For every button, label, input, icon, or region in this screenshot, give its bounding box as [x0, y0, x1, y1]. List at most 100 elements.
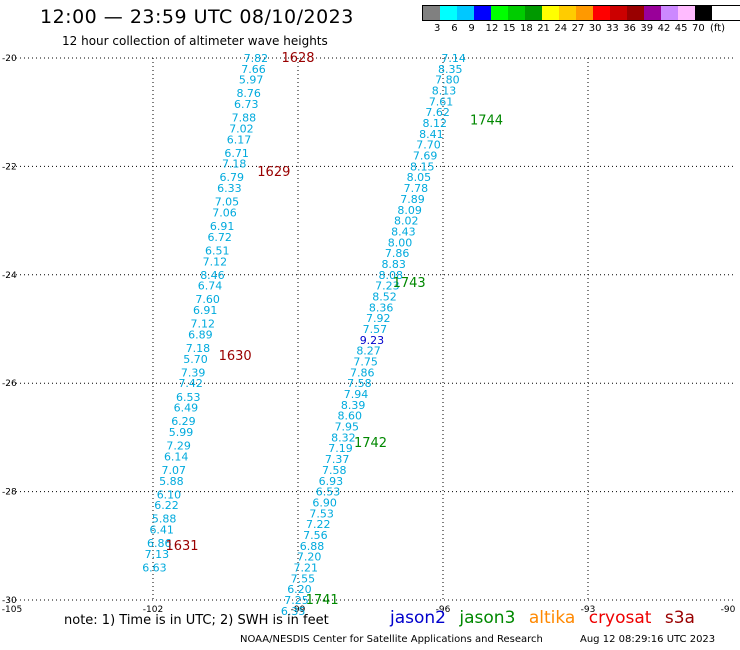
wave-height-value: 6.90 — [312, 496, 337, 509]
wave-height-value: 7.37 — [325, 453, 350, 466]
wave-height-value: 7.80 — [435, 74, 460, 87]
wave-height-value: 6.79 — [220, 171, 245, 184]
wave-height-value: 6.71 — [224, 147, 249, 160]
wave-height-value: 6.41 — [149, 524, 174, 537]
x-tick-label: -105 — [2, 605, 22, 615]
pass-time-label: 1741 — [306, 593, 339, 608]
legend-swatch — [542, 6, 559, 20]
wave-height-value: 7.94 — [344, 388, 369, 401]
wave-height-value: 8.52 — [372, 290, 397, 303]
pass-time-label: 1630 — [219, 349, 252, 364]
wave-height-value: 8.09 — [397, 204, 422, 217]
footnote: note: 1) Time is in UTC; 2) SWH is in fe… — [64, 613, 329, 628]
wave-height-value: 8.36 — [369, 301, 394, 314]
wave-height-value: 8.05 — [407, 171, 432, 184]
color-scale-swatches — [422, 5, 740, 21]
wave-height-value: 6.17 — [227, 133, 252, 146]
wave-height-value: 7.78 — [404, 182, 429, 195]
wave-height-value: 7.70 — [416, 139, 441, 152]
wave-height-value: 5.70 — [183, 353, 208, 366]
wave-height-value: 8.39 — [341, 399, 366, 412]
wave-height-value: 5.99 — [169, 426, 194, 439]
wave-height-value: 6.51 — [205, 244, 230, 257]
pass-time-label: 1742 — [354, 436, 387, 451]
wave-height-value: 7.19 — [328, 442, 353, 455]
wave-height-value: 7.42 — [178, 377, 203, 390]
y-tick-label: -24 — [2, 271, 17, 281]
legend-swatch — [661, 6, 678, 20]
wave-height-value: 6.74 — [198, 280, 223, 293]
wave-height-value: 8.00 — [388, 236, 413, 249]
wave-height-value: 7.20 — [297, 551, 322, 564]
legend-label: 18 — [520, 23, 533, 34]
pass-time-label: 1629 — [257, 165, 290, 180]
legend-swatch — [593, 6, 610, 20]
legend-label: 12 — [485, 23, 499, 34]
chart-title: 12:00 — 23:59 UTC 08/10/2023 — [40, 6, 354, 28]
y-tick-label: -28 — [2, 488, 17, 498]
legend-label: 27 — [571, 23, 585, 34]
legend-swatch — [627, 6, 644, 20]
x-tick-label: -99 — [291, 605, 306, 615]
wave-height-value: 7.39 — [181, 366, 206, 379]
wave-height-value: 6.22 — [154, 499, 179, 512]
wave-height-value: 7.88 — [232, 112, 257, 125]
legend-swatch — [474, 6, 491, 20]
color-scale-labels: (ft) 3 6 9 12 15 18 21 24 27 30 33 36 39 42 45 70 — [422, 21, 740, 35]
wave-height-value: 8.27 — [356, 345, 381, 358]
legend-swatch — [508, 6, 525, 20]
wave-height-value: 6.33 — [217, 182, 242, 195]
wave-height-value: 7.75 — [353, 356, 378, 369]
pass-time-label: 1628 — [281, 51, 314, 66]
wave-height-value: 7.07 — [162, 464, 187, 477]
legend-label: 33 — [606, 23, 619, 34]
wave-height-value: 5.88 — [152, 513, 177, 526]
wave-height-value: 8.02 — [394, 215, 419, 228]
y-tick-label: -20 — [2, 54, 17, 64]
wave-height-value: 8.15 — [410, 160, 435, 173]
legend-label: 9 — [468, 23, 475, 34]
wave-height-value: 6.91 — [193, 304, 218, 317]
wave-height-value: 7.92 — [366, 312, 391, 325]
wave-height-value: 6.93 — [319, 475, 344, 488]
wave-height-value: 7.12 — [203, 255, 228, 268]
legend-swatch — [491, 6, 508, 20]
wave-height-value: 8.12 — [423, 117, 448, 130]
wave-height-value: 6.91 — [210, 220, 235, 233]
legend-label: 30 — [588, 23, 602, 34]
wave-height-value: 6.29 — [171, 415, 196, 428]
pass-time-label: 1743 — [393, 276, 426, 291]
wave-height-value: 7.82 — [244, 52, 269, 65]
wave-height-value: 7.58 — [322, 464, 347, 477]
satellite-legend: jason2 jason3 altika cryosat s3a — [390, 608, 703, 628]
wave-height-value: 6.53 — [316, 486, 341, 499]
legend-label: 45 — [674, 23, 688, 34]
wave-height-value: 7.12 — [191, 318, 216, 331]
legend-label: 42 — [657, 23, 671, 34]
wave-height-value: 7.86 — [350, 366, 375, 379]
chart-subtitle: 12 hour collection of altimeter wave hei… — [62, 34, 328, 48]
wave-height-value: 6.86 — [147, 537, 172, 550]
wave-height-value: 8.41 — [419, 128, 444, 141]
wave-height-value: 7.95 — [335, 421, 360, 434]
wave-height-value: 6.20 — [287, 583, 312, 596]
wave-height-value: 7.13 — [145, 548, 170, 561]
wave-height-value: 7.18 — [186, 342, 211, 355]
wave-height-value: 7.02 — [229, 122, 254, 135]
pass-time-label: 1744 — [470, 113, 503, 128]
wave-height-value: 6.53 — [176, 391, 201, 404]
legend-swatch — [678, 6, 695, 20]
wave-height-value: 8.32 — [331, 431, 356, 444]
legend-swatch — [644, 6, 661, 20]
color-scale-legend: (ft) 3 6 9 12 15 18 21 24 27 30 33 36 39 42 45 70 — [422, 5, 740, 35]
legend-unit: (ft) — [710, 23, 726, 34]
y-tick-label: -30 — [2, 596, 17, 606]
wave-height-value: 7.55 — [291, 572, 316, 585]
legend-swatch — [576, 6, 593, 20]
wave-height-value: 8.76 — [236, 87, 261, 100]
legend-swatch — [525, 6, 542, 20]
wave-height-value: 6.49 — [174, 402, 199, 415]
x-tick-label: -102 — [143, 605, 163, 615]
legend-swatch — [695, 6, 712, 20]
